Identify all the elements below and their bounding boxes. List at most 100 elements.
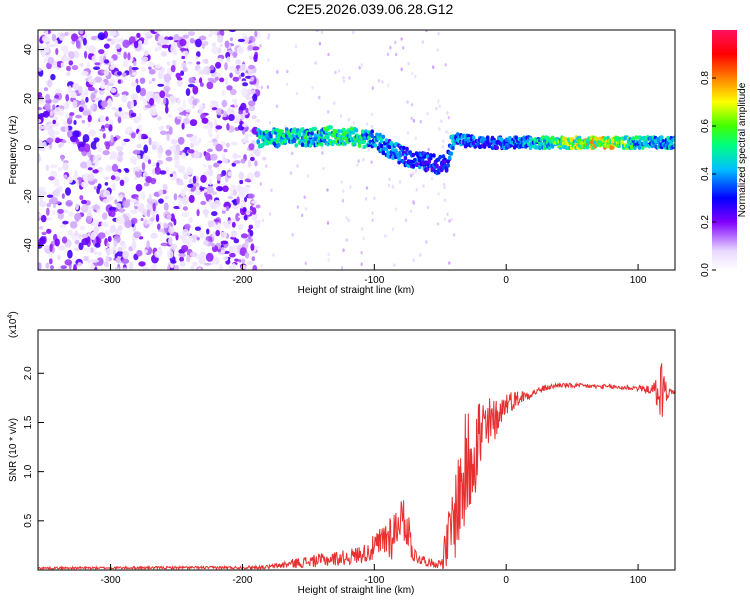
noise-cell	[176, 78, 183, 87]
noise-cell	[151, 112, 158, 116]
noise-cell	[47, 56, 55, 64]
noise-cell	[181, 211, 190, 218]
noise-cell	[140, 218, 144, 221]
noise-cell	[85, 215, 92, 224]
noise-cell	[410, 116, 413, 121]
noise-cell	[54, 238, 60, 247]
noise-cell	[143, 182, 150, 187]
noise-cell	[60, 265, 67, 270]
noise-cell	[136, 32, 141, 39]
noise-cell	[174, 265, 179, 270]
noise-cell	[147, 91, 154, 96]
noise-cell	[410, 209, 413, 214]
noise-cell	[268, 212, 272, 216]
noise-cell	[46, 137, 54, 144]
noise-cell	[432, 65, 435, 69]
noise-cell	[230, 141, 238, 146]
noise-cell	[447, 115, 450, 120]
noise-cell	[215, 61, 222, 69]
noise-cell	[170, 65, 176, 73]
noise-cell	[412, 119, 416, 123]
noise-cell	[57, 167, 63, 172]
noise-cell	[384, 234, 387, 238]
ridge-cell	[429, 153, 433, 158]
noise-cell	[286, 69, 289, 74]
noise-cell	[304, 207, 308, 211]
noise-cell	[104, 176, 110, 180]
noise-cell	[187, 84, 195, 88]
noise-cell	[69, 112, 75, 116]
noise-cell	[406, 100, 409, 104]
noise-cell	[371, 211, 374, 215]
noise-cell	[79, 161, 88, 169]
noise-cell	[38, 140, 44, 149]
noise-cell	[38, 67, 42, 72]
noise-cell	[414, 169, 418, 173]
noise-cell	[207, 164, 212, 170]
noise-cell	[93, 226, 99, 234]
ridge-cell	[642, 135, 647, 141]
snr-multiplier-base: (x10	[8, 318, 19, 338]
noise-cell	[58, 143, 62, 148]
ridge-cell	[666, 141, 670, 146]
noise-cell	[203, 67, 206, 75]
noise-cell	[195, 56, 199, 60]
noise-cell	[131, 67, 139, 71]
noise-cell	[146, 209, 151, 218]
noise-cell	[65, 94, 70, 102]
noise-cell	[202, 125, 210, 129]
noise-cell	[57, 208, 64, 214]
noise-cell	[123, 51, 127, 60]
snr-multiplier-exponent: 4	[7, 315, 14, 319]
noise-cell	[121, 94, 128, 103]
noise-cell	[139, 96, 144, 101]
ridge-cell	[370, 133, 375, 139]
noise-cell	[347, 218, 350, 222]
noise-cell	[131, 93, 138, 102]
noise-cell	[208, 133, 213, 138]
noise-cell	[318, 95, 321, 100]
noise-cell	[113, 240, 118, 248]
noise-cell	[412, 258, 415, 263]
noise-cell	[110, 175, 116, 181]
snr-series-line	[38, 363, 675, 570]
noise-cell	[414, 74, 417, 79]
noise-cell	[224, 62, 228, 71]
noise-cell	[182, 206, 188, 211]
noise-cell	[198, 104, 205, 108]
noise-cell	[94, 76, 102, 83]
ridge-cell	[405, 146, 409, 152]
noise-cell	[261, 218, 265, 223]
ridge-cell	[362, 144, 367, 150]
noise-cell	[91, 155, 99, 164]
noise-cell	[154, 64, 162, 69]
noise-cell	[38, 153, 41, 163]
noise-cell	[50, 196, 58, 204]
noise-cell	[119, 207, 124, 214]
noise-cell	[211, 107, 218, 111]
noise-cell	[239, 179, 244, 185]
noise-cell	[303, 195, 306, 199]
noise-cell	[207, 168, 214, 177]
noise-cell	[358, 66, 361, 70]
noise-cell	[129, 199, 138, 203]
noise-cell	[151, 77, 156, 82]
noise-cell	[373, 196, 376, 200]
noise-cell	[326, 188, 329, 192]
noise-cell	[370, 112, 374, 117]
noise-cell	[146, 202, 153, 212]
noise-cell	[107, 38, 112, 42]
spectrogram-frame	[37, 29, 676, 271]
noise-cell	[61, 139, 67, 144]
noise-cell	[132, 72, 138, 76]
noise-cell	[47, 79, 53, 88]
noise-cell	[143, 50, 149, 57]
noise-cell	[426, 205, 430, 210]
snr-y-ticks: 0.5 1.0 1.5 2.0	[23, 366, 44, 528]
noise-cell	[150, 177, 157, 185]
noise-cell	[202, 208, 209, 216]
noise-cell	[189, 178, 192, 185]
noise-cell	[249, 80, 257, 85]
noise-cell	[206, 228, 210, 235]
noise-cell	[228, 171, 232, 177]
